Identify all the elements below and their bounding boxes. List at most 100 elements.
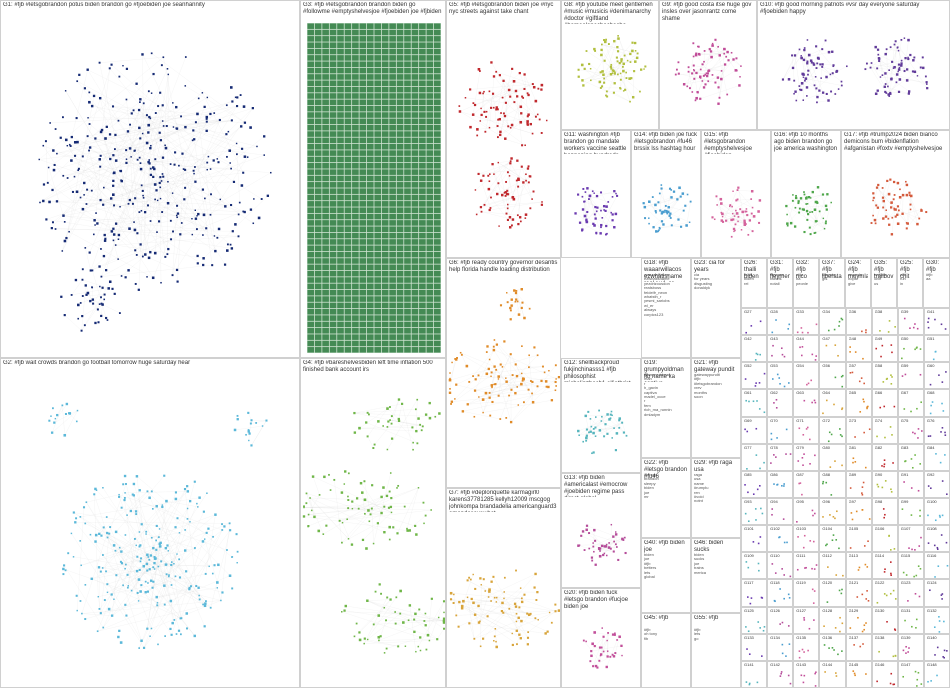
panel-g53: G53 [767,362,793,389]
panel-g138: G138 [872,634,898,661]
panel-label: G106 [875,527,895,532]
panel-label: G34 [822,310,842,315]
panel-g142: G142 [767,661,793,688]
panel-g69: G69 [741,417,767,444]
panel-g123: G123 [898,579,924,606]
panel-label: G115 [901,554,921,559]
panel-g122: G122 [872,579,898,606]
panel-label: G141 [744,663,764,668]
panel-label: G28 [770,310,790,315]
panel-label: G5: #fjb #letsgobrandon biden joe #nyc n… [449,2,558,16]
panel-g6: G6: #fjb ready country governor desantis… [446,258,561,488]
panel-g88: G88 [819,471,845,498]
panel-label: G13: #fjb biden #americalast #emocrow #j… [564,475,638,497]
panel-label: G116 [927,554,947,559]
panel-label: G129 [849,609,869,614]
panel-label: G23: cia for years [694,260,738,274]
cluster-canvas [758,1,950,130]
panel-label: G109 [744,554,764,559]
panel-label: G19: grumpyoldman fib name ka captiva [644,360,688,382]
panel-g132: G132 [924,607,950,634]
panel-label: G15: #fjb #letsgobrandon #emptyshelvesjo… [704,132,768,154]
cluster-canvas [1,1,300,358]
panel-label: G112 [822,554,842,559]
panel-g37: G37: #fjb liberataliberata gts [819,258,845,308]
panel-label: G6: #fjb ready country governor desantis… [449,260,558,274]
panel-g3: G3: #fjb #letsgobrandon brandon biden go… [300,0,446,358]
panel-label: G69 [744,419,764,424]
panel-label: G107 [901,527,921,532]
panel-label: G97 [849,500,869,505]
panel-label: G148 [927,663,947,668]
panel-label: G78 [770,446,790,451]
panel-g48: G48 [846,335,872,362]
panel-g103: G103 [793,525,819,552]
panel-label: G17: #fjb #trump2024 biden bianco demico… [844,132,947,153]
panel-label: G144 [822,663,842,668]
panel-label: G89 [849,473,869,478]
panel-g59: G59 [898,362,924,389]
panel-g89: G89 [846,471,872,498]
panel-g73: G73 [846,417,872,444]
panel-g62: G62 [767,389,793,416]
panel-g146: G146 [872,661,898,688]
panel-label: G27 [744,310,764,315]
cluster-canvas [301,1,446,358]
panel-label: G139 [901,636,921,641]
panel-label: G136 [822,636,842,641]
panel-label: G76 [927,419,947,424]
panel-g36: G36 [846,308,872,335]
panel-g41: G41 [924,308,950,335]
panel-label: G52 [744,364,764,369]
panel-label: G105 [849,527,869,532]
panel-g75: G75 [898,417,924,444]
panel-label: G118 [770,581,790,586]
panel-g111: G111 [793,552,819,579]
panel-g65: G65 [846,389,872,416]
panel-g9: G9: #fjb good costa itse huge gov insles… [659,0,757,130]
panel-g54: G54 [793,362,819,389]
panel-label: G44 [796,337,816,342]
panel-g47: G47 [819,335,845,362]
panel-label: G145 [849,663,869,668]
panel-label: G61 [744,391,764,396]
panel-g16: G16: #fjb 10 months ago biden brandon go… [771,130,841,258]
panel-label: G31: #fjb fleymen [770,260,790,281]
panel-label: G140 [927,636,947,641]
panel-label: G100 [927,500,947,505]
panel-g115: G115 [898,552,924,579]
panel-g112: G112 [819,552,845,579]
panel-g11: G11: washington #fjb brandon go mandate … [561,130,631,258]
panel-label: G138 [875,636,895,641]
panel-label: G10: #fjb good morning patriots #vsr day… [760,2,947,16]
panel-g4: G4: #fjb #bareshelvesbiden left time inf… [300,358,446,688]
panel-label: G11: washington #fjb brandon go mandate … [564,132,628,154]
panel-g12: G12: shellbackproud fukjinchinasss1 #fjb… [561,358,641,473]
panel-g124: G124 [924,579,950,606]
panel-label: G24: #fjb moymla [848,260,868,281]
panel-label: G94 [770,500,790,505]
panel-g43: G43 [767,335,793,362]
panel-label: G111 [796,554,816,559]
panel-g58: G58 [872,362,898,389]
panel-label: G8: #fjb youtube meet gentlemen #music #… [564,2,656,24]
panel-g90: G90 [872,471,898,498]
panel-g34: G34 [819,308,845,335]
panel-label: G90 [875,473,895,478]
panel-label: G33 [796,310,816,315]
panel-label: G26: thalli biden [744,260,764,281]
panel-g108: G108 [924,525,950,552]
panel-g133: G133 [741,634,767,661]
panel-g145: G145 [846,661,872,688]
panel-g57: G57 [846,362,872,389]
panel-g72: G72 [819,417,845,444]
panel-g130: G130 [872,607,898,634]
panel-g44: G44 [793,335,819,362]
panel-label: G81 [849,446,869,451]
panel-label: G48 [849,337,869,342]
panel-label: G49 [875,337,895,342]
panel-g38: G38 [872,308,898,335]
panel-g119: G119 [793,579,819,606]
panel-g19: G19: grumpyoldman fib name ka captivagru… [641,358,691,458]
panel-label: G84 [927,446,947,451]
